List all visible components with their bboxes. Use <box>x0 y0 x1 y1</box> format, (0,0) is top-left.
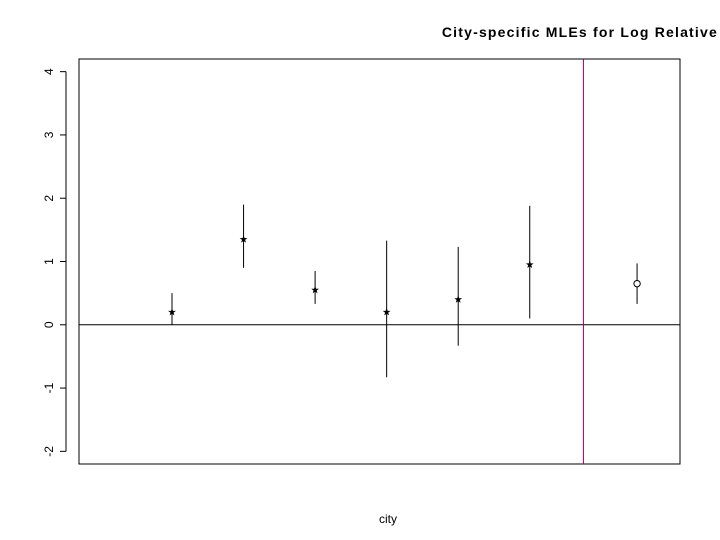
y-tick-label: -2 <box>42 446 56 457</box>
point-marker-star <box>311 285 319 294</box>
data-marks <box>168 204 641 378</box>
x-axis-label: city <box>379 512 397 526</box>
y-tick-label: 3 <box>42 131 56 138</box>
y-tick-label: 2 <box>42 195 56 202</box>
y-tick-label: 4 <box>42 68 56 75</box>
y-tick-label: 1 <box>42 258 56 265</box>
y-axis: -2 -1 0 1 2 3 4 <box>42 68 67 457</box>
chart-title: City-specific MLEs for Log Relative <box>442 24 718 40</box>
point-marker-circle <box>633 279 641 288</box>
point-marker-star <box>454 295 463 303</box>
point-marker-star <box>168 308 176 316</box>
plot-frame <box>78 58 681 465</box>
point-marker-star <box>382 308 391 316</box>
point-marker-star <box>525 260 534 268</box>
reference-lines <box>79 59 680 464</box>
point-marker-star <box>239 235 248 243</box>
y-tick-label: -1 <box>42 382 56 393</box>
y-tick-label: 0 <box>42 321 56 328</box>
